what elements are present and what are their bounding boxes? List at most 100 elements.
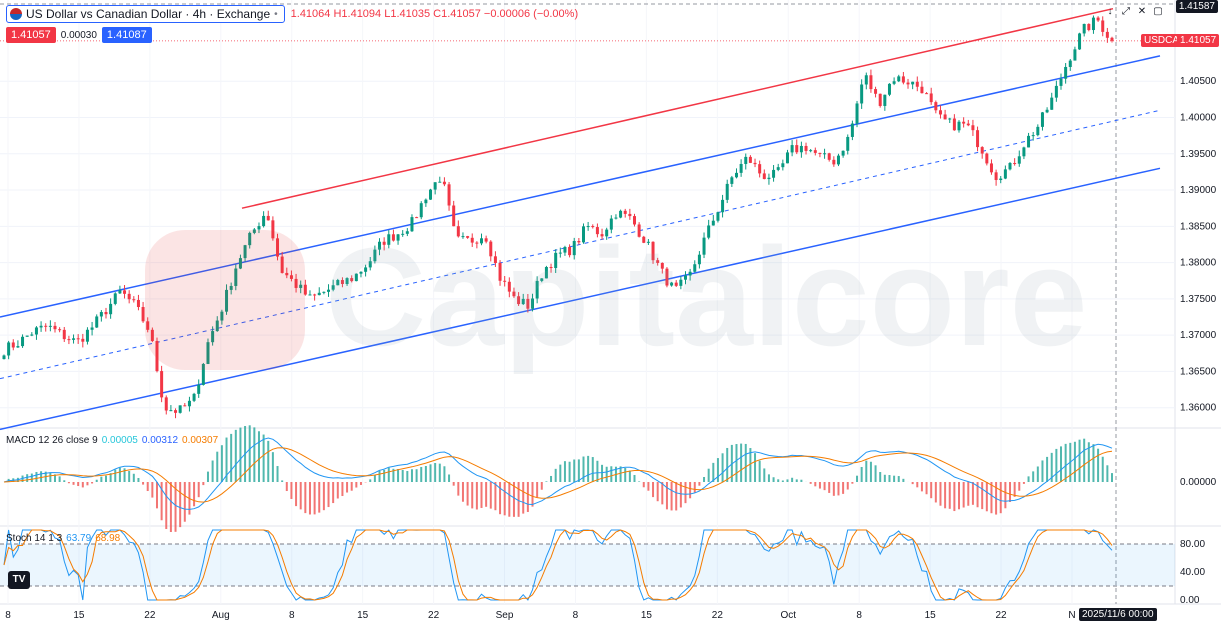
candle xyxy=(568,244,572,258)
axes: 1.40500 1.40000 1.39500 1.39000 1.38500 1.380… xyxy=(5,76,1216,621)
macd-histogram-bar xyxy=(109,473,112,482)
macd-histogram-bar xyxy=(336,482,339,499)
macd-histogram-bar xyxy=(63,480,66,482)
candle-body xyxy=(252,229,256,233)
candle-body xyxy=(1008,163,1012,170)
candle xyxy=(753,158,757,168)
candle-body xyxy=(345,278,349,285)
candle-body xyxy=(679,279,683,286)
candle-body xyxy=(864,75,868,85)
macd-histogram-bar xyxy=(962,482,965,508)
candle-body xyxy=(535,280,539,299)
candle-body xyxy=(790,145,794,153)
candle xyxy=(187,396,191,412)
price-tick-label: 1.40500 xyxy=(1180,76,1217,87)
candle-body xyxy=(632,216,636,225)
candle xyxy=(772,165,776,182)
symbol-title-box[interactable]: US Dollar vs Canadian Dollar · 4h · Exch… xyxy=(6,5,285,23)
candle-body xyxy=(531,298,535,309)
candle-body xyxy=(948,118,952,120)
candle-body xyxy=(67,339,71,341)
buy-button[interactable]: 1.41087 xyxy=(101,27,152,43)
candle-body xyxy=(16,346,20,348)
candle-body xyxy=(1105,31,1109,38)
candle-body xyxy=(99,312,103,317)
candle-body xyxy=(832,159,836,165)
candle xyxy=(58,327,62,333)
candle-body xyxy=(155,340,159,372)
macd-histogram-bar xyxy=(675,482,678,511)
macd-histogram-bar xyxy=(934,482,937,503)
candle xyxy=(1059,73,1063,90)
candle-body xyxy=(225,289,229,312)
regression-channel xyxy=(0,7,1161,431)
candle-body xyxy=(971,125,975,131)
candle-body xyxy=(683,275,687,280)
macd-histogram-bar xyxy=(559,464,562,482)
candle-body xyxy=(72,338,76,340)
candle xyxy=(776,163,780,172)
macd-histogram-bar xyxy=(257,431,260,482)
restore-icon[interactable]: ▢ xyxy=(1153,6,1163,17)
macd-histogram-bar xyxy=(100,476,103,482)
macd-histogram-bar xyxy=(642,482,645,488)
macd-signal-line xyxy=(3,447,1113,503)
date-tick-label: 15 xyxy=(73,610,85,621)
candle xyxy=(683,271,687,285)
candle-body xyxy=(336,280,340,286)
candle xyxy=(174,408,178,419)
pane-toolbar: ↓ ⤢ ✕ ▢ xyxy=(1103,5,1165,19)
price-tick-label: 1.36000 xyxy=(1180,403,1217,414)
candle-body xyxy=(614,217,618,219)
macd-histogram-bar xyxy=(151,482,154,498)
candle xyxy=(243,244,247,262)
candle xyxy=(507,277,511,298)
candle xyxy=(832,156,836,167)
candle-body xyxy=(558,252,562,254)
macd-histogram-bar xyxy=(1060,446,1063,482)
candle xyxy=(419,201,423,220)
candle-body xyxy=(517,296,521,305)
macd-histogram-bar xyxy=(772,477,775,482)
candle xyxy=(642,235,646,244)
macd-histogram-bar xyxy=(712,462,715,482)
candle xyxy=(818,152,822,158)
candle-body xyxy=(878,93,882,106)
sell-button[interactable]: 1.41057 xyxy=(6,27,56,43)
macd-histogram-bar xyxy=(809,482,812,484)
macd-signal-value: 0.00307 xyxy=(182,435,219,446)
macd-histogram-bar xyxy=(424,465,427,482)
date-tick-label: 22 xyxy=(712,610,724,621)
candle-body xyxy=(201,363,205,385)
date-tick-label: 8 xyxy=(573,610,579,621)
candle xyxy=(943,109,947,120)
macd-label[interactable]: MACD 12 26 close 9 xyxy=(6,435,98,446)
macd-histogram-bar xyxy=(661,482,664,505)
macd-histogram-bar xyxy=(132,473,135,482)
candle xyxy=(883,94,887,111)
macd-histogram-bar xyxy=(1009,482,1012,502)
candle-body xyxy=(702,237,706,255)
stoch-label[interactable]: Stoch 14 1 3 xyxy=(6,533,63,544)
candle xyxy=(739,159,743,177)
candle xyxy=(600,228,604,240)
close-icon[interactable]: ✕ xyxy=(1137,6,1147,17)
candle xyxy=(846,134,850,155)
candle xyxy=(16,340,20,348)
arrow-down-icon[interactable]: ↓ xyxy=(1107,6,1113,17)
macd-histogram-bar xyxy=(832,482,835,496)
fullscreen-icon[interactable]: ⤢ xyxy=(1122,6,1130,17)
macd-histogram-bar xyxy=(179,482,182,528)
candle-body xyxy=(382,241,386,245)
macd-histogram-bar xyxy=(1032,471,1035,482)
candle-body xyxy=(646,241,650,243)
candle xyxy=(651,241,655,264)
macd-histogram-bar xyxy=(740,443,743,482)
candle xyxy=(646,239,650,245)
candle-body xyxy=(892,81,896,84)
candle xyxy=(878,93,882,108)
candle-body xyxy=(1082,23,1086,34)
candle xyxy=(952,114,956,131)
tradingview-logo[interactable]: TV xyxy=(8,571,30,589)
